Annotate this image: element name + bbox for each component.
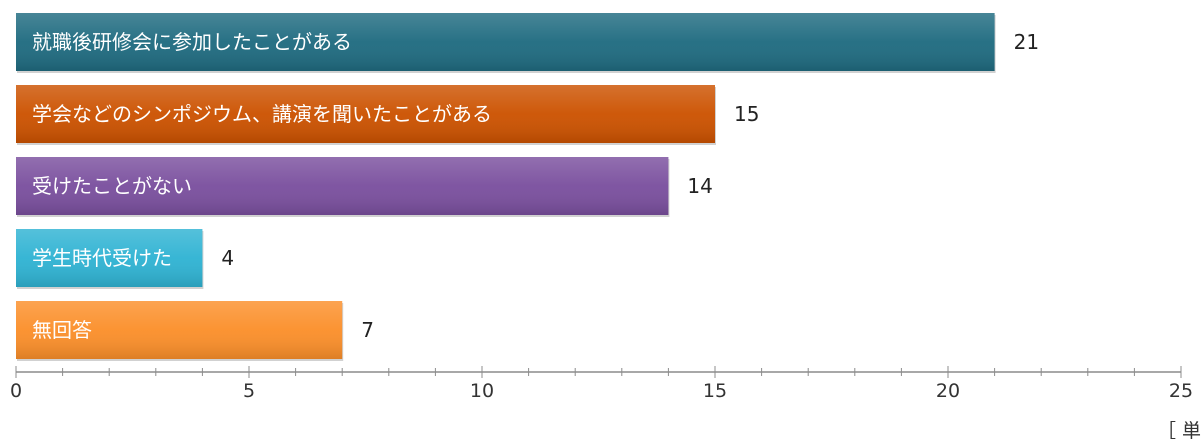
bar-group: 学生時代受けた 4 [16, 229, 234, 289]
bar-value-label: 21 [1014, 30, 1039, 54]
x-tick-label: 10 [470, 380, 494, 402]
bars-layer: 就職後研修会に参加したことがある 21 学会などのシンポジウム、講演を聞いたことがあ… [16, 13, 1039, 361]
bar-highlight [16, 157, 669, 215]
bar-group: 無回答 7 [16, 301, 374, 361]
x-tick-label: 25 [1169, 380, 1193, 402]
bar-category-label: 就職後研修会に参加したことがある [32, 30, 352, 54]
bar-group: 就職後研修会に参加したことがある 21 [16, 13, 1039, 73]
bar-group: 学会などのシンポジウム、講演を聞いたことがある 15 [16, 85, 759, 145]
bar-value-label: 15 [734, 102, 759, 126]
bar-value-label: 7 [361, 318, 374, 342]
unit-note: ［ 単位 [1157, 420, 1201, 441]
x-tick-label: 15 [703, 380, 727, 402]
x-tick-label: 0 [10, 380, 22, 402]
bar-group: 受けたことがない 14 [16, 157, 713, 217]
bar-value-label: 14 [687, 174, 712, 198]
bar-category-label: 学生時代受けた [32, 246, 172, 270]
x-axis: 0 5 10 15 20 25 [10, 366, 1193, 402]
x-tick-label: 5 [243, 380, 255, 402]
bar-highlight [16, 229, 203, 287]
bar-value-label: 4 [221, 246, 234, 270]
x-tick-label: 20 [936, 380, 960, 402]
bar-highlight [16, 13, 995, 71]
bar-category-label: 無回答 [32, 318, 92, 342]
bar-category-label: 受けたことがない [32, 174, 192, 198]
bar-highlight [16, 301, 343, 359]
bar-highlight [16, 85, 715, 143]
bar-category-label: 学会などのシンポジウム、講演を聞いたことがある [32, 102, 492, 126]
